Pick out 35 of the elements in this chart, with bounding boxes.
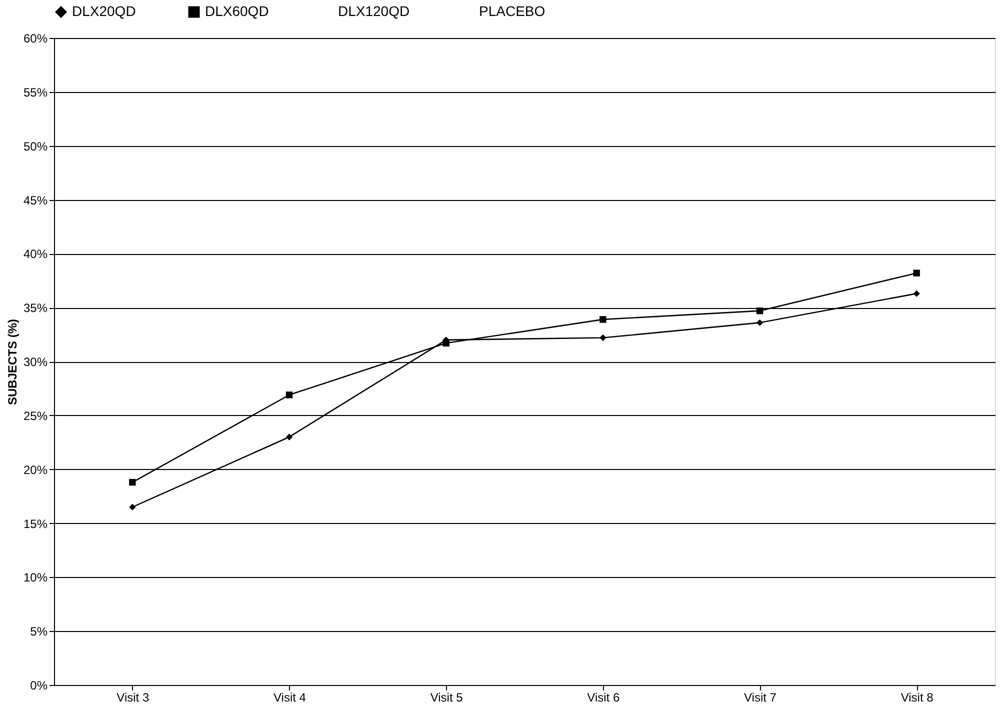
y-tick-label: 50% bbox=[23, 139, 48, 154]
y-tick-label: 55% bbox=[23, 85, 48, 100]
x-tick-label: Visit 3 bbox=[116, 690, 150, 704]
y-tick-label: 15% bbox=[23, 516, 48, 531]
x-tick-label: Visit 8 bbox=[900, 690, 934, 704]
y-tick-label: 25% bbox=[23, 408, 48, 423]
point bbox=[286, 392, 293, 398]
point bbox=[600, 334, 606, 342]
y-tick-label: 20% bbox=[23, 462, 48, 477]
text: PLACEBO bbox=[479, 3, 546, 19]
y-tick-label: 10% bbox=[23, 570, 48, 585]
point bbox=[913, 270, 920, 276]
point bbox=[600, 316, 606, 323]
y-tick-label: 60% bbox=[23, 32, 48, 46]
point bbox=[913, 290, 920, 297]
legend-label: DLX60QD bbox=[205, 3, 269, 19]
point bbox=[129, 504, 136, 510]
y-tick-label: 40% bbox=[23, 247, 48, 262]
y-tick-label: 5% bbox=[30, 624, 48, 639]
y-tick-label: 0% bbox=[30, 678, 48, 692]
y-tick-label: 35% bbox=[23, 301, 48, 316]
x-tick-label: Visit 6 bbox=[587, 690, 620, 704]
x-tick-label: Visit 5 bbox=[430, 690, 464, 704]
y-tick-label: 30% bbox=[23, 355, 48, 369]
y-axis-title: SUBJECTS (%) bbox=[5, 318, 20, 406]
x-tick-label: Visit 7 bbox=[744, 690, 777, 704]
legend-label: DLX20QD bbox=[72, 3, 136, 19]
text: DLX120QD bbox=[338, 3, 410, 19]
point bbox=[442, 340, 450, 347]
y-tick-label: 45% bbox=[23, 193, 48, 208]
point bbox=[756, 307, 764, 314]
point bbox=[129, 478, 136, 486]
point bbox=[756, 319, 764, 326]
point bbox=[286, 434, 293, 440]
x-tick-label: Visit 4 bbox=[274, 690, 306, 704]
